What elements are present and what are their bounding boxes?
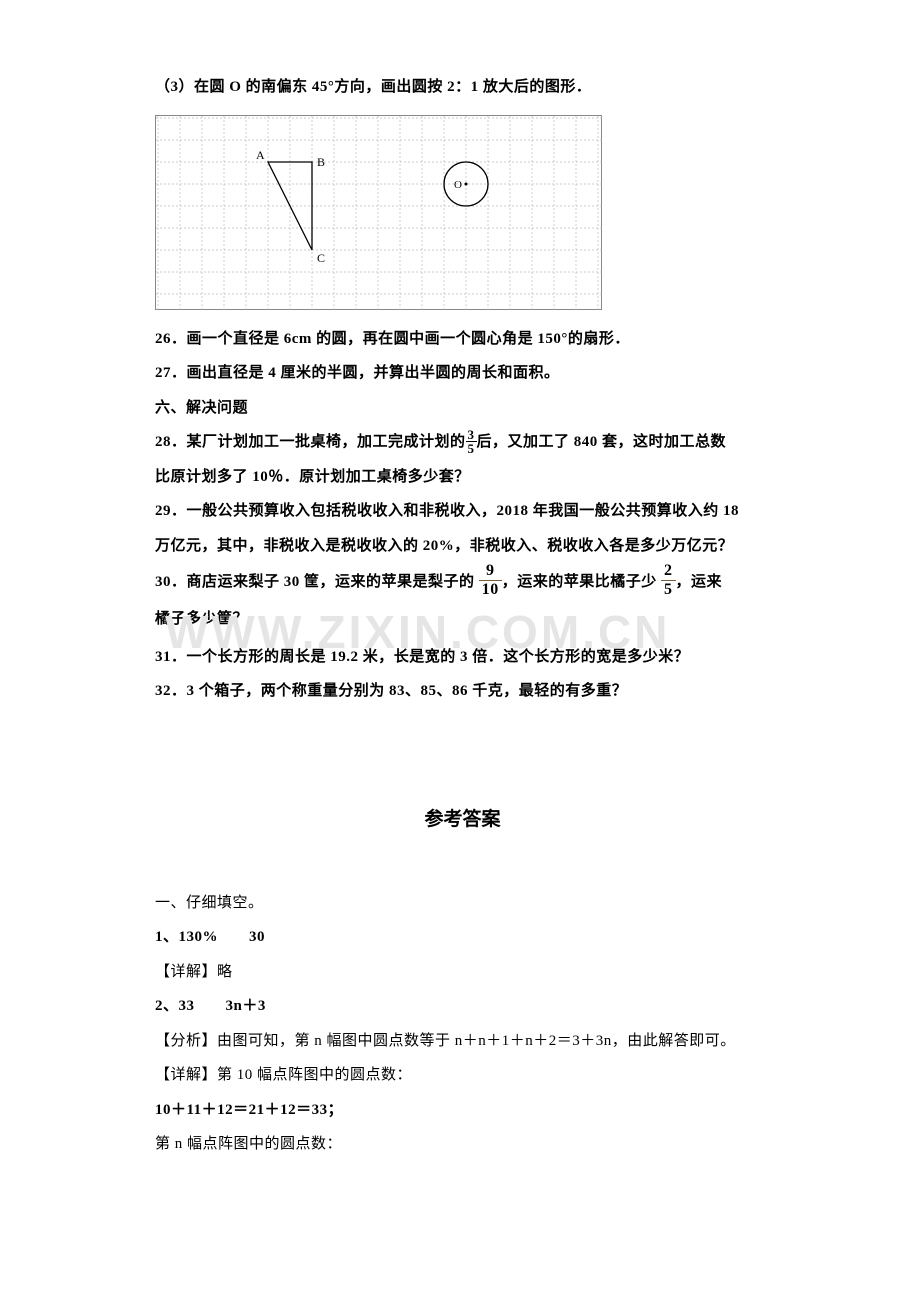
answer-section-1-heading: 一、仔细填空。 — [155, 886, 770, 921]
answer-2-n: 第 n 幅点阵图中的圆点数： — [155, 1127, 770, 1162]
question-28-line2: 比原计划多了 10％．原计划加工桌椅多少套？ — [155, 460, 770, 495]
answer-2-calc: 10＋11＋12＝21＋12＝33； — [155, 1093, 770, 1128]
answer-2-detail: 【详解】第 10 幅点阵图中的圆点数： — [155, 1058, 770, 1093]
q30-part-c: ，运来 — [676, 574, 723, 590]
svg-text:A: A — [256, 148, 265, 162]
question-30-line2: 橘子多少筐？ — [155, 602, 770, 637]
question-29-line1: 29．一般公共预算收入包括税收收入和非税收入，2018 年我国一般公共预算收入约… — [155, 494, 770, 529]
frac-den: 5 — [661, 581, 676, 599]
question-27: 27．画出直径是 4 厘米的半圆，并算出半圆的周长和面积。 — [155, 356, 770, 391]
grid-svg: A B C O — [156, 116, 603, 311]
question-28-line1: 28．某厂计划加工一批桌椅，加工完成计划的35后，又加工了 840 套，这时加工… — [155, 425, 770, 460]
question-26: 26．画一个直径是 6cm 的圆，再在圆中画一个圆心角是 150°的扇形． — [155, 322, 770, 357]
frac-num: 2 — [661, 562, 676, 581]
frac-den: 10 — [479, 581, 502, 599]
svg-text:O: O — [454, 179, 462, 191]
q30-fraction-1: 910 — [479, 562, 502, 598]
section-6-heading: 六、解决问题 — [155, 391, 770, 426]
q28-part-a: 28．某厂计划加工一批桌椅，加工完成计划的 — [155, 434, 466, 450]
page-content: （3）在圆 O 的南偏东 45°方向，画出圆按 2：1 放大后的图形． A B … — [0, 0, 920, 1202]
answer-1-detail: 【详解】略 — [155, 955, 770, 990]
question-32: 32．3 个箱子，两个称重量分别为 83、85、86 千克，最轻的有多重？ — [155, 674, 770, 709]
q28-part-b: 后，又加工了 840 套，这时加工总数 — [477, 434, 727, 450]
svg-text:C: C — [317, 251, 325, 265]
answer-section-title: 参考答案 — [155, 804, 770, 831]
question-30-line1: 30．商店运来梨子 30 筐，运来的苹果是梨子的 910，运来的苹果比橘子少 2… — [155, 563, 770, 602]
q28-fraction: 35 — [466, 428, 477, 455]
question-25-3: （3）在圆 O 的南偏东 45°方向，画出圆按 2：1 放大后的图形． — [155, 70, 770, 105]
answer-2: 2、33 3n＋3 — [155, 989, 770, 1024]
q30-part-a: 30．商店运来梨子 30 筐，运来的苹果是梨子的 — [155, 574, 479, 590]
frac-den: 5 — [466, 442, 477, 455]
answer-2-analysis: 【分析】由图可知，第 n 幅图中圆点数等于 n＋n＋1＋n＋2＝3＋3n，由此解… — [155, 1024, 770, 1059]
frac-num: 3 — [466, 428, 477, 442]
svg-text:B: B — [317, 155, 325, 169]
question-31: 31．一个长方形的周长是 19.2 米，长是宽的 3 倍．这个长方形的宽是多少米… — [155, 640, 770, 675]
grid-diagram: A B C O — [155, 115, 602, 310]
answer-1: 1、130% 30 — [155, 920, 770, 955]
frac-num: 9 — [479, 562, 502, 581]
question-29-line2: 万亿元，其中，非税收入是税收收入的 20%，非税收入、税收收入各是多少万亿元？ — [155, 529, 770, 564]
q30-fraction-2: 25 — [661, 562, 676, 598]
q30-part-b: ，运来的苹果比橘子少 — [502, 574, 661, 590]
